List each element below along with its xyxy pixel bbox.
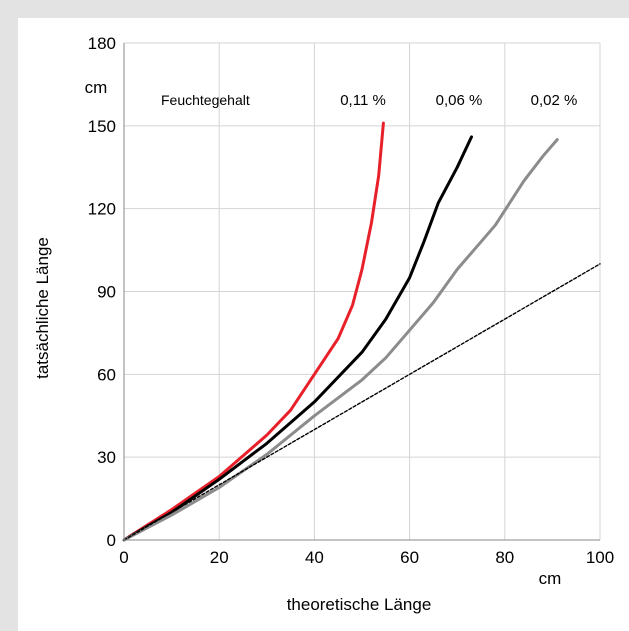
series-line-2 — [122, 138, 559, 542]
x-tick-label-60: 60 — [400, 548, 419, 567]
x-tick-label-100: 100 — [586, 548, 614, 567]
legend-title: Feuchtegehalt — [161, 92, 250, 108]
series-line-0 — [122, 121, 385, 542]
series-lines — [122, 121, 601, 542]
y-tick-label-90: 90 — [97, 283, 116, 302]
x-axis-label: theoretische Länge — [287, 595, 432, 614]
y-unit-label: cm — [85, 78, 108, 97]
y-tick-label-180: 180 — [88, 34, 116, 53]
legend-label-002: 0,02 % — [531, 92, 578, 109]
tick-labels: 0 20 40 60 80 100 0 30 60 90 120 150 180 — [88, 34, 615, 567]
chart-frame: 0 20 40 60 80 100 0 30 60 90 120 150 180 cm cm Feuch… — [18, 18, 629, 631]
y-tick-label-120: 120 — [88, 200, 116, 219]
x-tick-label-40: 40 — [305, 548, 324, 567]
y-tick-label-0: 0 — [107, 531, 116, 550]
x-tick-label-80: 80 — [495, 548, 514, 567]
y-tick-label-30: 30 — [97, 448, 116, 467]
legend-label-006: 0,06 % — [436, 92, 483, 109]
grid — [124, 42, 601, 540]
x-unit-label: cm — [539, 569, 562, 588]
y-tick-label-150: 150 — [88, 117, 116, 136]
y-axis-label: tatsächliche Länge — [33, 237, 52, 379]
series-line-1 — [122, 135, 473, 542]
y-tick-label-60: 60 — [97, 365, 116, 384]
chart: 0 20 40 60 80 100 0 30 60 90 120 150 180 cm cm Feuch… — [33, 34, 615, 614]
legend-label-011: 0,11 % — [340, 92, 386, 109]
axes — [123, 43, 600, 541]
reference-line-dashed — [123, 263, 601, 541]
x-tick-label-20: 20 — [210, 548, 229, 567]
x-tick-label-0: 0 — [119, 548, 128, 567]
